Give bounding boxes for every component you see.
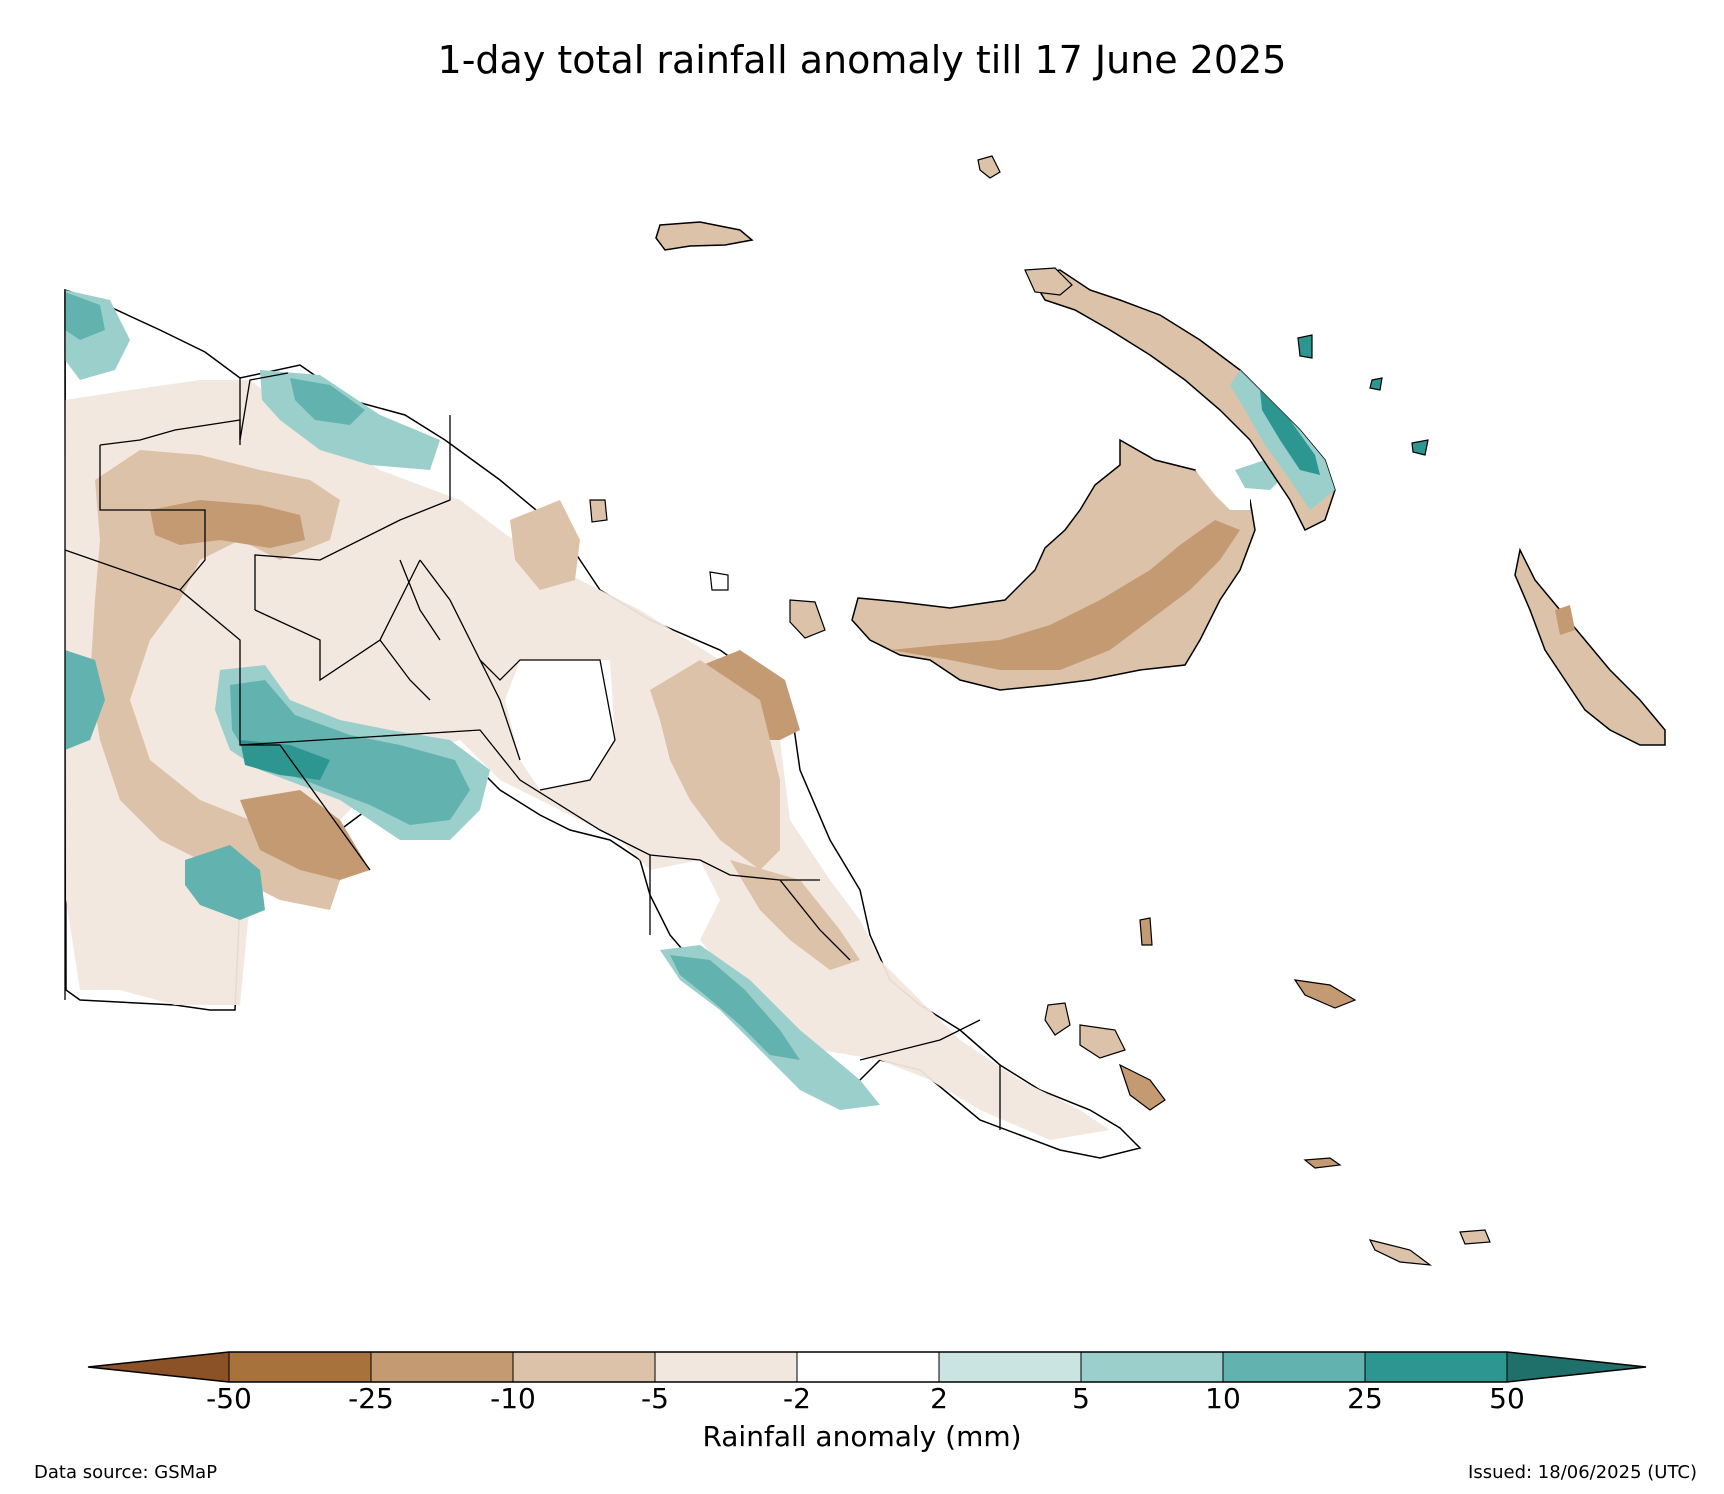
map-title: 1-day total rainfall anomaly till 17 Jun…: [437, 38, 1287, 82]
colorbar-tick: 5: [1072, 1382, 1090, 1415]
new-hanover-island: [1024, 267, 1073, 296]
colorbar-extend-low: [88, 1352, 229, 1382]
colorbar: [87, 1351, 1647, 1383]
colorbar-segment: [371, 1352, 513, 1382]
rossel-island: [1459, 1229, 1491, 1245]
bougainville: [1514, 547, 1666, 746]
mussau-island: [977, 155, 1001, 179]
new-britain: [851, 438, 1285, 691]
trobriand-island: [1139, 917, 1153, 946]
umboi-island: [709, 571, 729, 591]
colorbar-segment: [513, 1352, 655, 1382]
colorbar-tick: 25: [1347, 1382, 1383, 1415]
anomaly-teal-highlands-mid: [230, 680, 470, 825]
colorbar-segment: [1365, 1352, 1507, 1382]
colorbar-segment: [1223, 1352, 1365, 1382]
goodenough-island: [1044, 1002, 1071, 1036]
colorbar-tick: -25: [348, 1382, 394, 1415]
province-borders: [64, 290, 1001, 1130]
colorbar-tick: 50: [1489, 1382, 1525, 1415]
new-britain-dark: [890, 520, 1240, 670]
anomaly-teal-highlands-dark: [240, 740, 330, 780]
colorbar-tick: -5: [641, 1382, 669, 1415]
colorbar-segment: [655, 1352, 797, 1382]
anomaly-teal-south: [185, 845, 265, 920]
anomaly-teal-north-dark: [290, 378, 365, 425]
new-britain-neutral: [1195, 470, 1250, 510]
new-ireland-landmass: [1028, 269, 1336, 532]
normanby-island: [1118, 1063, 1166, 1111]
new-ireland: [1028, 269, 1336, 532]
bougainville-dark: [1555, 605, 1575, 635]
anomaly-tan-south: [240, 790, 370, 880]
karkar-island: [589, 499, 608, 523]
colorbar-segment: [797, 1352, 939, 1382]
anomaly-tan-north: [510, 500, 580, 590]
data-source: Data source: GSMaP: [34, 1462, 218, 1483]
anomaly-tan-east-light: [650, 660, 780, 870]
colorbar-tick: -50: [206, 1382, 252, 1415]
anomaly-tan-dark: [150, 500, 305, 548]
new-ireland-teal-dark: [1260, 390, 1320, 475]
anomaly-tan-mid: [90, 450, 340, 910]
anomaly-teal-nw-dark: [65, 292, 105, 340]
manus-island: [655, 221, 754, 251]
long-island: [789, 599, 826, 639]
colorbar-tick: -10: [490, 1382, 536, 1415]
woodlark-island: [1293, 979, 1357, 1009]
colorbar-extend-high: [1507, 1352, 1646, 1382]
misima-island: [1303, 1157, 1342, 1169]
teal-island-c: [1369, 377, 1383, 391]
mainland: [64, 288, 1142, 1159]
colorbar-label: Rainfall anomaly (mm): [702, 1420, 1022, 1453]
teal-island-b: [1411, 439, 1429, 456]
anomaly-teal-east-coast-dark: [670, 955, 800, 1060]
anomaly-neutral-se: [650, 860, 720, 940]
colorbar-tick: -2: [783, 1382, 811, 1415]
teal-island-a: [1297, 334, 1313, 359]
colorbar-segment: [229, 1352, 371, 1382]
colorbar-tick: 10: [1205, 1382, 1241, 1415]
colorbar-segment: [1081, 1352, 1223, 1382]
fergusson-island: [1079, 1024, 1126, 1059]
anomaly-neutral-interior: [505, 660, 615, 790]
colorbar-tick: 2: [930, 1382, 948, 1415]
anomaly-tan-se: [730, 860, 860, 970]
issued-date: Issued: 18/06/2025 (UTC): [1468, 1462, 1697, 1483]
anomaly-teal-west: [65, 650, 105, 750]
colorbar-segment: [939, 1352, 1081, 1382]
bougainville-landmass: [1514, 547, 1666, 746]
tagula-island: [1368, 1239, 1433, 1266]
